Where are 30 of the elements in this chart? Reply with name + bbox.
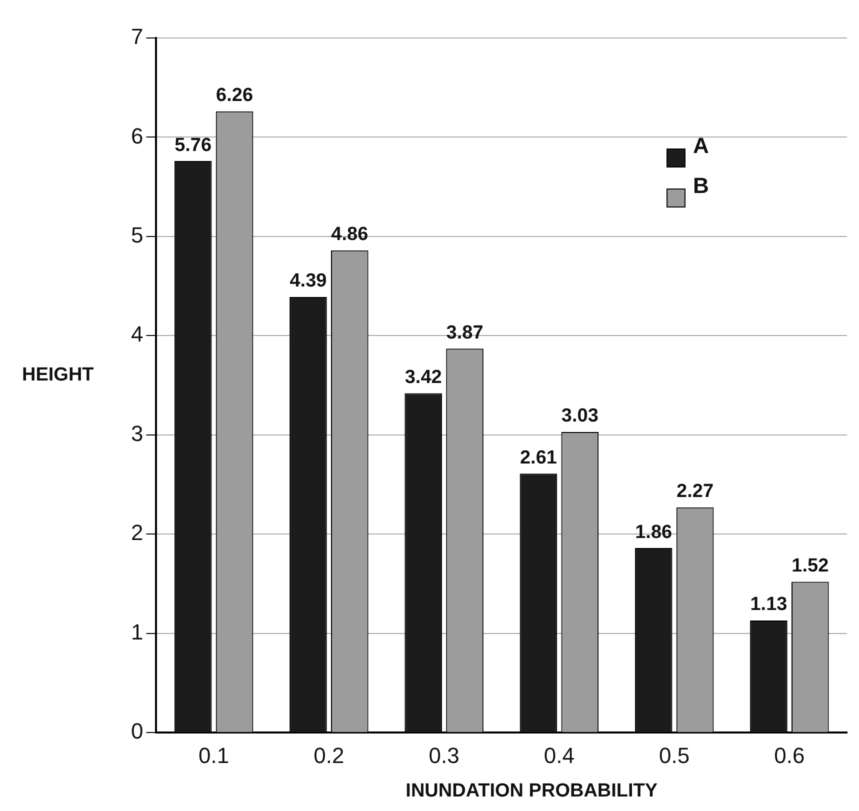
- y-tick-label: 1: [130, 619, 144, 644]
- x-tick-label: 0.2: [314, 742, 344, 768]
- y-tick-label: 2: [130, 520, 144, 546]
- data-label: 4.86: [331, 224, 368, 246]
- data-label: 1.13: [750, 594, 788, 616]
- data-label: 3.03: [561, 406, 598, 427]
- x-tick-label: 0.3: [428, 742, 460, 768]
- data-label: 2.61: [520, 447, 558, 468]
- data-label: 5.76: [174, 134, 212, 156]
- x-tick-label: 0.4: [544, 742, 574, 768]
- y-axis-title: HEIGHT: [22, 364, 94, 386]
- data-label: 4.39: [290, 270, 327, 292]
- y-tick-label: 0: [130, 718, 144, 744]
- y-tick-label: 4: [130, 322, 144, 347]
- legend-label: A: [693, 133, 709, 158]
- x-axis-title: INUNDATION PROBABILITY: [406, 780, 658, 802]
- y-tick-label: 6: [130, 123, 144, 148]
- x-tick-label: 0.6: [774, 742, 805, 768]
- x-tick-label: 0.5: [659, 742, 690, 768]
- legend-label: B: [693, 173, 709, 198]
- y-tick-label: 5: [130, 222, 144, 248]
- x-tick-label: 0.1: [198, 742, 230, 768]
- y-tick-label: 7: [130, 24, 144, 50]
- data-label: 1.52: [792, 556, 829, 577]
- data-label: 2.27: [676, 481, 714, 502]
- data-label: 3.87: [446, 322, 484, 344]
- data-label: 1.86: [635, 522, 672, 543]
- y-tick-label: 3: [130, 420, 144, 446]
- data-label: 3.42: [404, 366, 442, 388]
- data-label: 6.26: [216, 85, 254, 106]
